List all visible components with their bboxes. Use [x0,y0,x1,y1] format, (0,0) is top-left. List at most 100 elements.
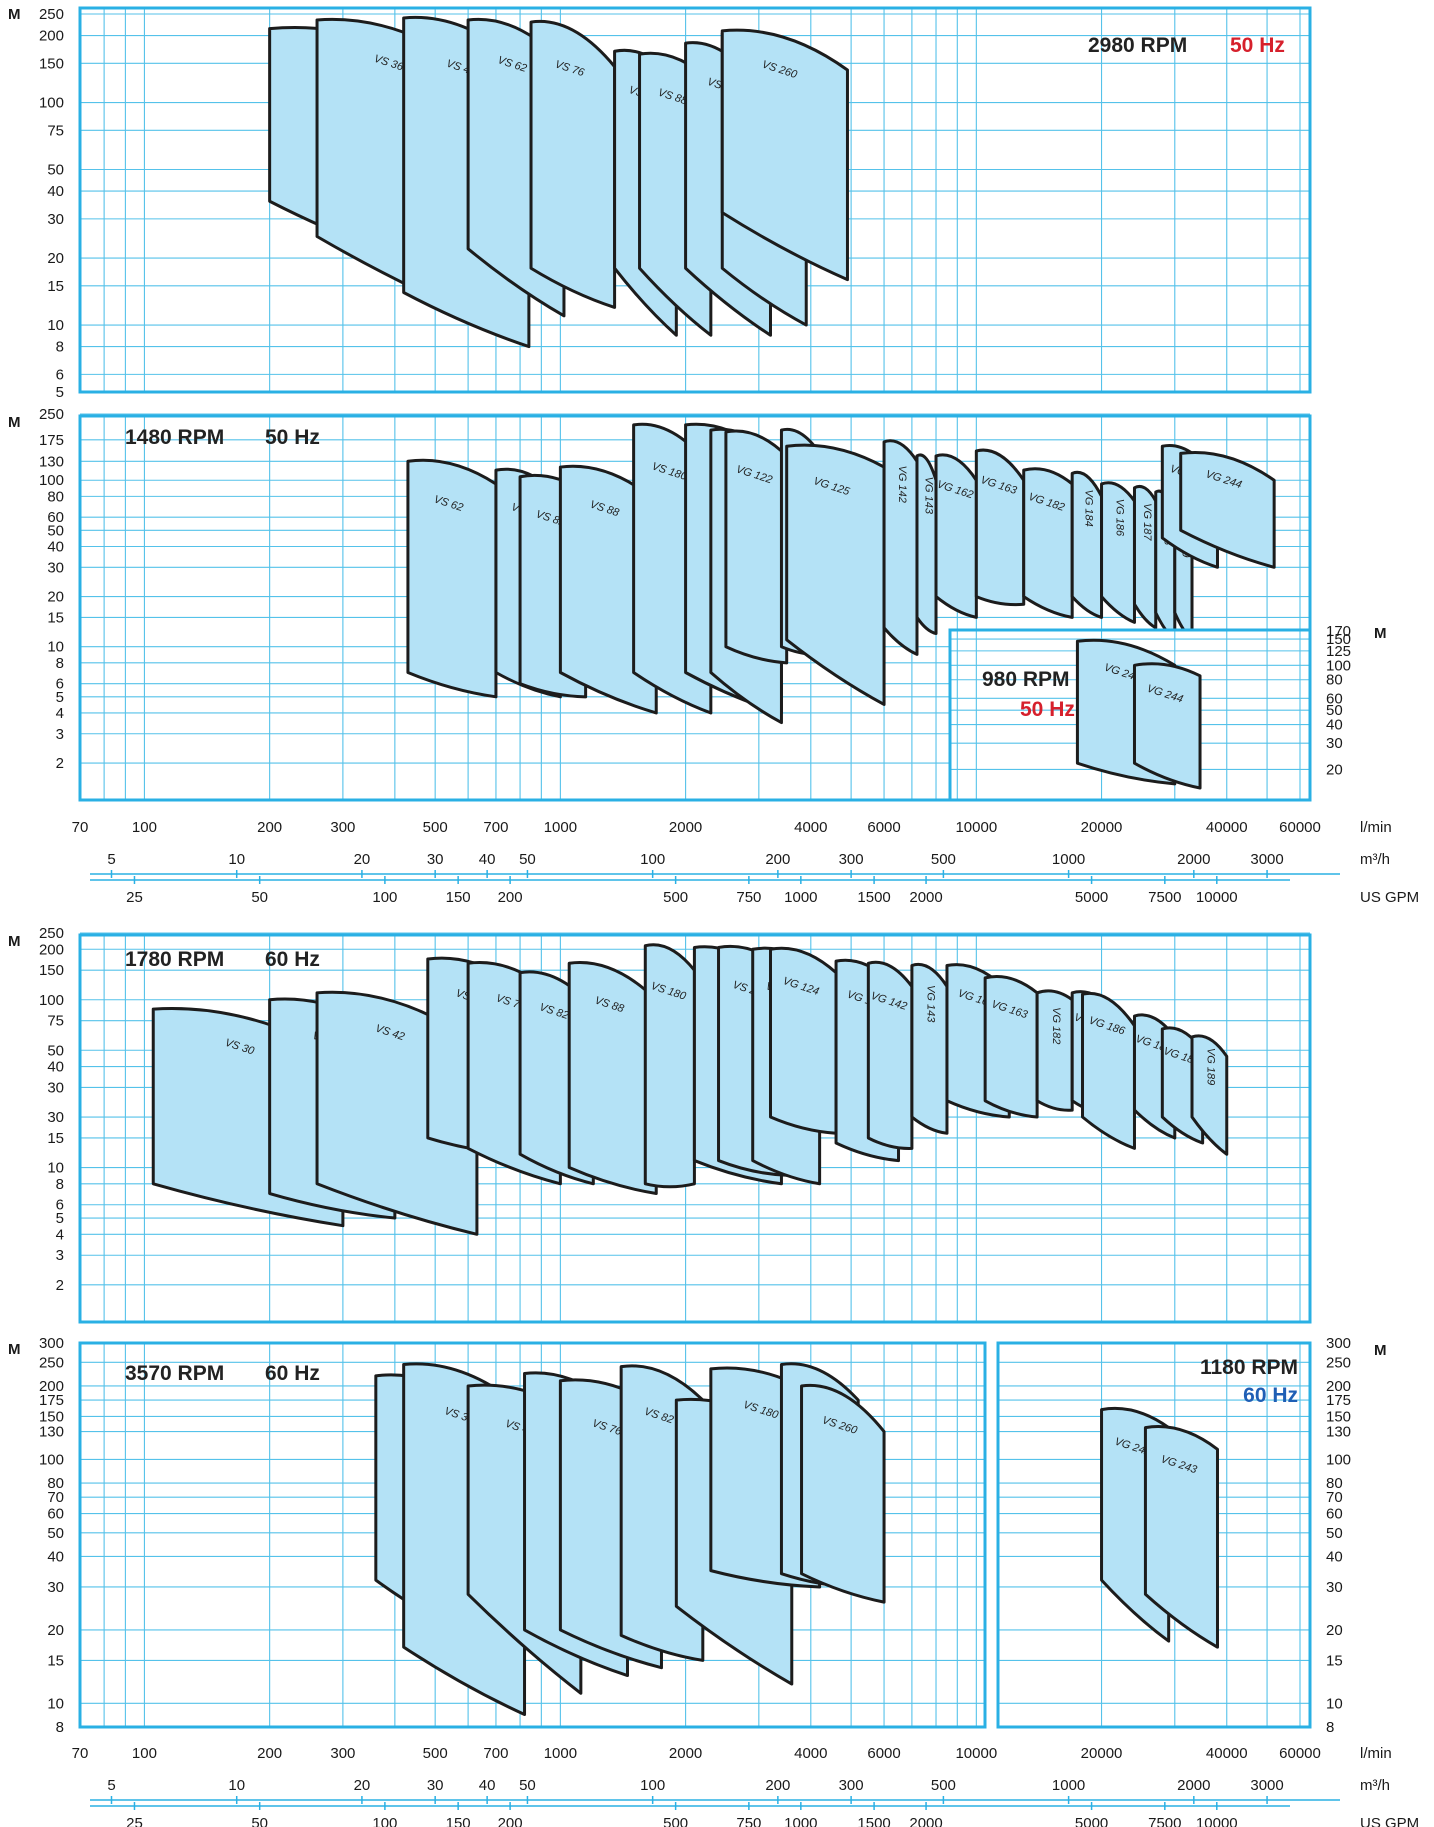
m3h-tick-label: 30 [427,1777,444,1794]
y-tick-label: 10 [47,1160,64,1177]
gpm-tick-label: 50 [251,889,268,906]
gpm-tick-label: 100 [372,1815,397,1827]
y-tick-label: 4 [56,705,64,722]
y-tick-label: 250 [1326,1354,1351,1371]
y-tick-label: 130 [39,1424,64,1441]
m3h-tick-label: 10 [228,1777,245,1794]
pump-label: VG 184 [1082,489,1094,526]
y-tick-label: 15 [47,1652,64,1669]
gpm-tick-label: 2000 [909,1815,942,1827]
pump-label: VG 142 [896,466,908,503]
y-tick-label: 300 [1326,1335,1351,1352]
y-tick-label: 8 [1326,1719,1334,1736]
y-tick-label: 80 [47,488,64,505]
y-tick-label: 30 [47,559,64,576]
pump-envelope [1179,450,1276,569]
pump-envelope [724,429,789,665]
lmin-tick-label: 2000 [669,819,702,836]
m3h-tick-label: 300 [839,851,864,868]
y-tick-label: 80 [1326,672,1343,689]
panel-frequency: 60 Hz [265,1362,320,1385]
lmin-tick-label: 20000 [1081,1745,1123,1762]
pump-envelope [800,1383,886,1604]
y-tick-label: 15 [1326,1652,1343,1669]
y-unit-label: M [8,6,21,23]
lmin-tick-label: 200 [257,1745,282,1762]
m3h-tick-label: 200 [765,851,790,868]
m3h-tick-label: 10 [228,851,245,868]
y-tick-label: 2 [56,755,64,772]
panel-title: 980 RPM [982,668,1070,691]
y-tick-label: 250 [39,406,64,423]
top-flow-axis: 70 100 200 300 500 700 1000 2000 4000 6000 10000 20… [72,819,1420,906]
lmin-tick-label: 700 [483,1745,508,1762]
y-tick-label: 40 [1326,1548,1343,1565]
y-tick-label: 4 [56,1226,64,1243]
y-tick-label: 60 [1326,690,1343,707]
lmin-tick-label: 60000 [1279,819,1321,836]
gpm-tick-label: 7500 [1148,889,1181,906]
y-tick-label: 75 [47,122,64,139]
y-tick-label: 40 [47,183,64,200]
gpm-tick-label: 750 [736,1815,761,1827]
y-tick-label: 30 [1326,735,1343,752]
gpm-unit: US GPM [1360,1815,1419,1827]
gpm-tick-label: 10000 [1196,889,1238,906]
m3h-tick-label: 300 [839,1777,864,1794]
y-tick-label: 130 [1326,1424,1351,1441]
m3h-tick-label: 5 [107,851,115,868]
lmin-tick-label: 40000 [1206,1745,1248,1762]
m3h-unit: m³/h [1360,1777,1390,1794]
lmin-unit: l/min [1360,819,1392,836]
y-tick-label: 300 [39,1335,64,1352]
m3h-tick-label: 3000 [1250,851,1283,868]
panel-title: 1780 RPM [125,948,224,971]
m3h-tick-label: 20 [354,1777,371,1794]
lmin-tick-label: 60000 [1279,1745,1321,1762]
y-tick-label: 30 [47,1579,64,1596]
gpm-tick-label: 25 [126,1815,143,1827]
y-tick-label: 15 [47,1130,64,1147]
y-tick-label: 70 [1326,1489,1343,1506]
y-tick-label: 150 [39,962,64,979]
panel-frame [78,414,1312,802]
y-tick-label: 20 [47,250,64,267]
pump-envelope [1132,662,1202,790]
pump-label: VG 182 [1050,1007,1062,1044]
pump-envelope [768,946,838,1135]
y-tick-label: 130 [39,453,64,470]
y-tick-label: 75 [47,1013,64,1030]
y-tick-label: 10 [1326,1695,1343,1712]
gpm-tick-label: 25 [126,889,143,906]
y-tick-label: 70 [47,1489,64,1506]
y-tick-label: 125 [1326,643,1351,660]
y-tick-label: 6 [56,676,64,693]
y-tick-label: 30 [47,1109,64,1126]
y-unit-label: M [8,414,21,431]
y-tick-label: 40 [1326,717,1343,734]
lmin-tick-label: 500 [423,1745,448,1762]
gpm-tick-label: 200 [498,889,523,906]
m3h-tick-label: 2000 [1177,851,1210,868]
m3h-tick-label: 50 [519,1777,536,1794]
panel-frequency: 50 Hz [1020,698,1075,721]
pump-envelope [567,961,658,1196]
gpm-tick-label: 150 [446,1815,471,1827]
lmin-tick-label: 1000 [544,1745,577,1762]
y-tick-label: 150 [1326,1408,1351,1425]
panel-frame [996,1341,1312,1729]
y-tick-label: 40 [47,538,64,555]
m3h-tick-label: 200 [765,1777,790,1794]
m3h-tick-label: 100 [640,851,665,868]
y-tick-label: 60 [47,1506,64,1523]
y-tick-label: 100 [1326,657,1351,674]
panel-frame [948,628,1312,802]
y-tick-label: 10 [47,317,64,334]
y-tick-label: 250 [39,6,64,23]
y-tick-label: 200 [39,1378,64,1395]
